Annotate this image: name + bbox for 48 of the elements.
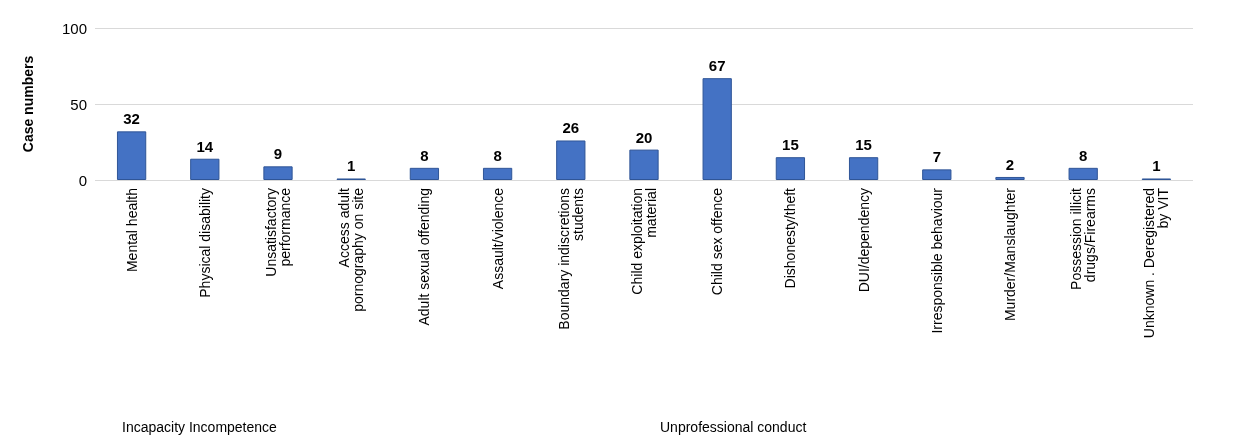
x-tick-label: Assault/violence	[489, 187, 506, 290]
data-label: 14	[196, 137, 214, 155]
data-label: 67	[708, 57, 726, 75]
text: Incapacity Incompetence	[122, 419, 278, 435]
x-tick-label: Unsatisfactory performance	[263, 187, 293, 277]
x-tick-label: Possession illicit drugs/Firearms	[1068, 187, 1099, 290]
x-tick-label: Physical disability	[196, 188, 213, 298]
x-tick-label: Child exploitation material	[629, 188, 659, 295]
bar	[702, 78, 732, 180]
bar	[482, 167, 513, 180]
x-tick-label: Boundary indiscretions students	[555, 188, 586, 330]
data-label: 8	[493, 146, 502, 164]
x-tick-label: Unknown . Deregistered by VIT	[1141, 187, 1172, 339]
x-tick-label: Child sex offence	[709, 187, 726, 296]
data-label: 9	[273, 145, 283, 163]
x-tick-label: Adult sexual offending	[416, 188, 433, 326]
data-label: 15	[782, 136, 799, 154]
x-tick-label: Murder/Manslaughter	[1002, 187, 1018, 322]
y-tick-label: 0	[78, 171, 87, 189]
data-label: 26	[562, 119, 580, 137]
bar	[848, 157, 879, 180]
bar	[1068, 167, 1098, 180]
bar	[409, 167, 440, 180]
x-tick-label: DUI/dependency	[855, 188, 872, 293]
x-tick-label: Dishonesty/theft	[782, 187, 799, 289]
bar	[922, 169, 952, 180]
bar	[556, 140, 586, 180]
bar	[775, 157, 806, 180]
bar	[629, 149, 659, 180]
y-axis-title: Case numbers	[20, 55, 36, 153]
data-label: 7	[932, 148, 941, 166]
bar	[116, 131, 147, 180]
x-tick-label: Mental health	[123, 188, 140, 273]
y-tick-label: 50	[70, 95, 87, 113]
data-label: 8	[420, 146, 429, 164]
data-label: 1	[1152, 157, 1161, 175]
x-tick-label: Irresponsible behaviour	[928, 187, 945, 334]
data-label: 8	[1079, 146, 1088, 164]
data-label: 32	[123, 110, 140, 128]
text: Unprofessional conduct	[660, 419, 807, 435]
data-label: 15	[855, 136, 872, 154]
y-tick-label: 100	[61, 19, 87, 37]
data-label: 20	[635, 128, 653, 146]
bar	[263, 166, 293, 180]
data-label: 2	[1005, 155, 1015, 173]
data-label: 1	[347, 157, 356, 175]
bar	[190, 158, 220, 180]
bar	[995, 176, 1025, 180]
